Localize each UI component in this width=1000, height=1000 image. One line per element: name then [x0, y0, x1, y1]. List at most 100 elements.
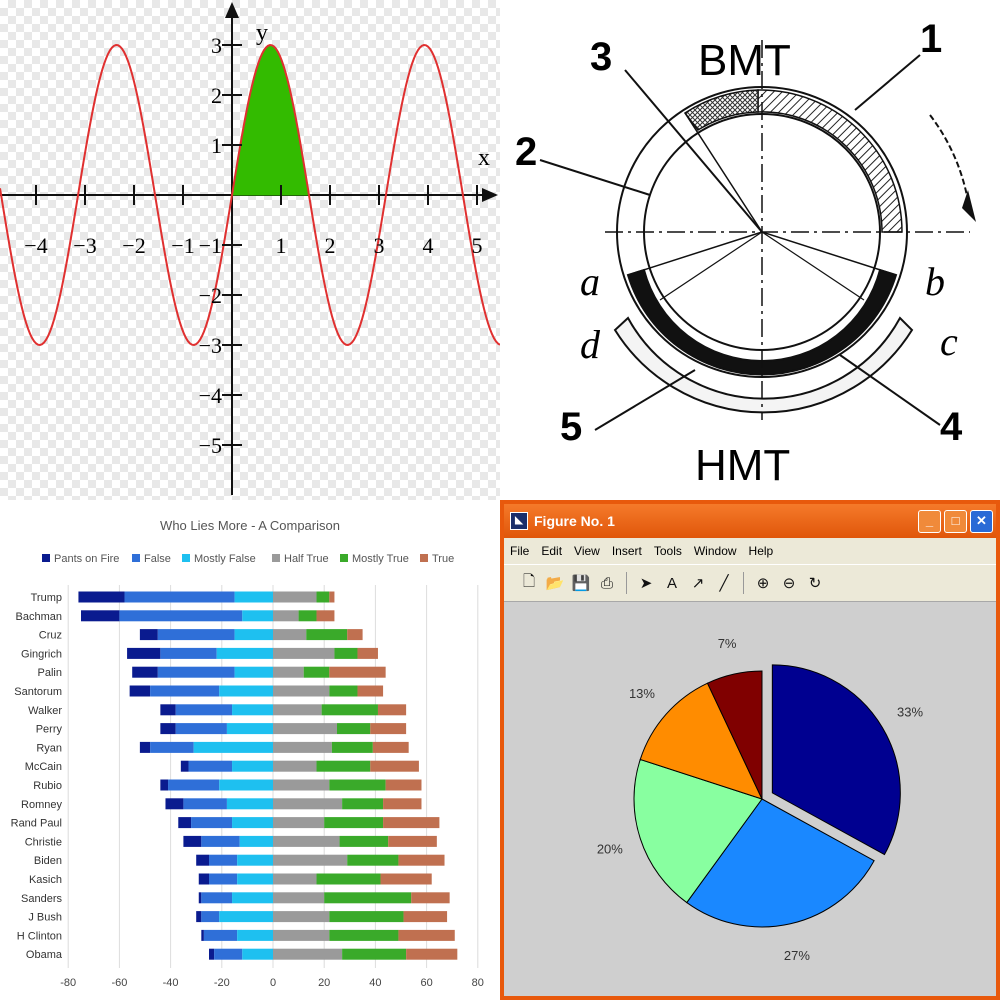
- label-bmt: BMT: [698, 36, 791, 85]
- bar-segment: [273, 723, 337, 735]
- category-label: Kasich: [29, 874, 62, 886]
- rotate-icon[interactable]: ↻: [808, 575, 822, 592]
- maximize-button[interactable]: □: [944, 509, 967, 533]
- title-bar[interactable]: ◣ Figure No. 1 _ □ ✕: [504, 504, 996, 538]
- bar-segment: [329, 779, 386, 791]
- zoom-out-icon[interactable]: ⊖: [782, 575, 796, 592]
- bar-segment: [168, 779, 220, 791]
- bar-segment: [347, 854, 399, 866]
- legend-swatch: [340, 554, 348, 562]
- bar-segment: [226, 798, 273, 810]
- category-label: Christie: [25, 836, 62, 848]
- draw-arrow-icon[interactable]: ↗: [691, 575, 705, 592]
- bar-segment: [219, 685, 273, 697]
- bar-segment: [201, 892, 233, 904]
- pie-slice: [639, 682, 763, 800]
- bar-segment: [273, 854, 348, 866]
- bar-segment: [403, 911, 448, 923]
- menu-tools[interactable]: Tools: [653, 544, 682, 558]
- open-folder-icon[interactable]: 📂: [545, 575, 565, 592]
- leader-1: [854, 54, 921, 111]
- y-tick-label: −5: [199, 433, 222, 458]
- legend-label: False: [144, 553, 171, 565]
- menu-insert[interactable]: Insert: [611, 544, 642, 558]
- bar-segment: [150, 685, 220, 697]
- bar-segment: [160, 723, 176, 735]
- bar-segment: [237, 873, 273, 885]
- label-c: c: [940, 319, 958, 364]
- sine-graph-panel: −4 −3 −2 −1 1 2 3 4 5 3 2 1 −1 −2 −3 −4 −5 x y: [0, 0, 500, 500]
- bar-segment: [406, 948, 458, 960]
- x-tick-label: -60: [111, 977, 127, 989]
- leader-5: [594, 369, 696, 431]
- category-label: J Bush: [28, 912, 62, 924]
- bar-segment: [232, 892, 273, 904]
- window-title: Figure No. 1: [534, 513, 615, 529]
- save-icon[interactable]: 💾: [571, 575, 591, 592]
- bar-segment: [183, 798, 227, 810]
- bar-segment: [216, 647, 273, 659]
- menu-edit[interactable]: Edit: [541, 544, 563, 558]
- legend-label: True: [432, 553, 454, 565]
- minimize-button[interactable]: _: [918, 509, 941, 533]
- x-axis-arrow-icon: [482, 188, 498, 202]
- menu-view[interactable]: View: [574, 544, 600, 558]
- intake-segment: [757, 89, 903, 233]
- label-a: a: [580, 259, 600, 304]
- outer-band-segment: [613, 316, 914, 414]
- menu-window[interactable]: Window: [693, 544, 737, 558]
- bar-segment: [196, 854, 209, 866]
- menu-file[interactable]: File: [510, 544, 530, 558]
- bar-segment: [388, 835, 437, 847]
- close-button[interactable]: ✕: [970, 509, 993, 533]
- toolbar-separator: [743, 572, 744, 594]
- bar-segment: [196, 911, 202, 923]
- bar-segment: [209, 873, 238, 885]
- text-icon[interactable]: A: [666, 574, 677, 592]
- arrow-pointer-icon[interactable]: ➤: [639, 575, 653, 592]
- category-label: Obama: [26, 949, 63, 961]
- bar-segment: [273, 817, 325, 829]
- zoom-in-icon[interactable]: ⊕: [756, 575, 770, 592]
- shaded-area: [231, 44, 310, 196]
- bar-segment: [237, 929, 273, 941]
- chart-gridlines: [67, 585, 479, 968]
- tick-marks: [35, 44, 478, 446]
- bar-segment: [132, 666, 158, 678]
- bar-segment: [372, 741, 409, 753]
- bar-segment: [303, 666, 330, 678]
- bar-segment: [273, 911, 330, 923]
- pie-slice: [686, 798, 875, 928]
- print-icon[interactable]: ⎙: [600, 574, 613, 592]
- pie-slice: [633, 758, 763, 904]
- pie-label: 13%: [629, 686, 655, 701]
- toolbar: 🗋 📂 💾 ⎙ ➤ A ↗ ╱ ⊕ ⊖ ↻: [504, 564, 996, 602]
- legend-label: Mostly False: [194, 553, 256, 565]
- bar-segment: [411, 892, 450, 904]
- bar-segment: [398, 854, 445, 866]
- y-tick-label: −1: [199, 233, 222, 258]
- label-4: 4: [940, 405, 963, 449]
- bar-segment: [234, 666, 273, 678]
- y-tick-label: −2: [199, 283, 222, 308]
- legend-swatch: [182, 554, 190, 562]
- pie-label: 7%: [718, 636, 737, 651]
- bar-segment: [178, 817, 192, 829]
- bar-segment: [119, 610, 243, 622]
- new-file-icon[interactable]: 🗋: [522, 572, 536, 590]
- pie-label: 20%: [597, 841, 623, 856]
- pie-slice: [771, 664, 901, 856]
- label-hmt: HMT: [695, 441, 790, 490]
- overlap-segment: [683, 89, 759, 131]
- bar-segment: [209, 948, 215, 960]
- bar-segment: [273, 591, 317, 603]
- menu-help[interactable]: Help: [748, 544, 774, 558]
- bar-segment: [306, 629, 348, 641]
- x-tick-label: 4: [423, 233, 434, 258]
- pie-slice: [706, 670, 763, 800]
- bar-segment: [329, 666, 386, 678]
- bar-segment: [219, 911, 273, 923]
- bar-segment: [273, 892, 325, 904]
- y-tick-label: 2: [211, 83, 222, 108]
- draw-line-icon[interactable]: ╱: [719, 575, 729, 592]
